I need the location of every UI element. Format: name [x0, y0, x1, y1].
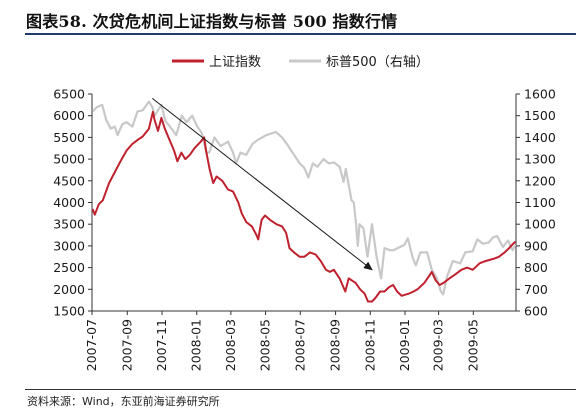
x-axis-tick-label: 2008-11: [362, 319, 377, 371]
x-axis-tick-label: 2008-09: [328, 319, 343, 371]
x-axis-tick-label: 2008-03: [223, 319, 238, 371]
legend-item-shanghai: 上证指数: [172, 55, 261, 70]
left-axis-tick-label: 1500: [53, 304, 85, 319]
x-axis-tick-label: 2009-01: [397, 319, 412, 371]
left-axis-tick-label: 3500: [53, 217, 85, 232]
right-axis-tick-label: 1000: [524, 217, 556, 232]
x-axis-tick-label: 2009-05: [465, 319, 480, 371]
left-axis-tick-label: 3000: [53, 238, 85, 253]
chart-axes: 6500 6000 5500 5000 4500 4000 3500 3000 2500 2000…: [53, 87, 556, 372]
x-axis-tick-label: 2007-11: [154, 319, 169, 371]
x-axis-tick-label: 2007-09: [119, 319, 134, 371]
left-axis-tick-label: 6500: [53, 87, 85, 102]
right-axis-tick-label: 1400: [524, 130, 556, 145]
right-axis-tick-label: 1600: [524, 87, 556, 102]
right-axis-tick-label: 1500: [524, 108, 556, 123]
legend-item-sp500: 标普500（右轴）: [289, 55, 429, 70]
chart-series: [91, 100, 517, 303]
x-axis-tick-label: 2008-05: [258, 319, 273, 371]
right-axis-tick-label: 1200: [524, 173, 556, 188]
right-axis-tick-label: 600: [524, 304, 548, 319]
right-axis-tick-label: 900: [524, 238, 548, 253]
x-axis-tick-label: 2007-07: [84, 319, 99, 371]
series-line-sp500: [91, 100, 517, 296]
left-axis-tick-label: 4500: [53, 173, 85, 188]
x-axis-tick-label: 2008-01: [189, 319, 204, 371]
x-axis-tick-label: 2009-03: [431, 319, 446, 371]
x-axis-tick-label: 2008-07: [292, 319, 307, 371]
trend-arrow: [152, 97, 373, 271]
left-axis-tick-label: 2500: [53, 260, 85, 275]
source-rule: [25, 389, 576, 390]
left-axis-tick-label: 4000: [53, 195, 85, 210]
left-axis-tick-label: 5000: [53, 152, 85, 167]
series-line-shanghai: [91, 110, 517, 303]
source-note: 资料来源：Wind，东亚前海证券研究所: [27, 395, 220, 408]
chart-annotations: [152, 97, 373, 271]
left-axis-tick-label: 5500: [53, 130, 85, 145]
left-axis-tick-label: 2000: [53, 282, 85, 297]
left-axis-tick-label: 6000: [53, 108, 85, 123]
right-axis-tick-label: 800: [524, 260, 548, 275]
figure-title: 图表58. 次贷危机间上证指数与标普 500 指数行情: [26, 12, 398, 31]
legend-label: 上证指数: [209, 55, 261, 70]
title-rule: [25, 33, 576, 35]
legend-label: 标普500（右轴）: [326, 55, 429, 70]
right-axis-tick-label: 1100: [524, 195, 556, 210]
right-axis-tick-label: 1300: [524, 152, 556, 167]
chart-legend: 上证指数 标普500（右轴）: [172, 55, 429, 70]
right-axis-tick-label: 700: [524, 282, 548, 297]
